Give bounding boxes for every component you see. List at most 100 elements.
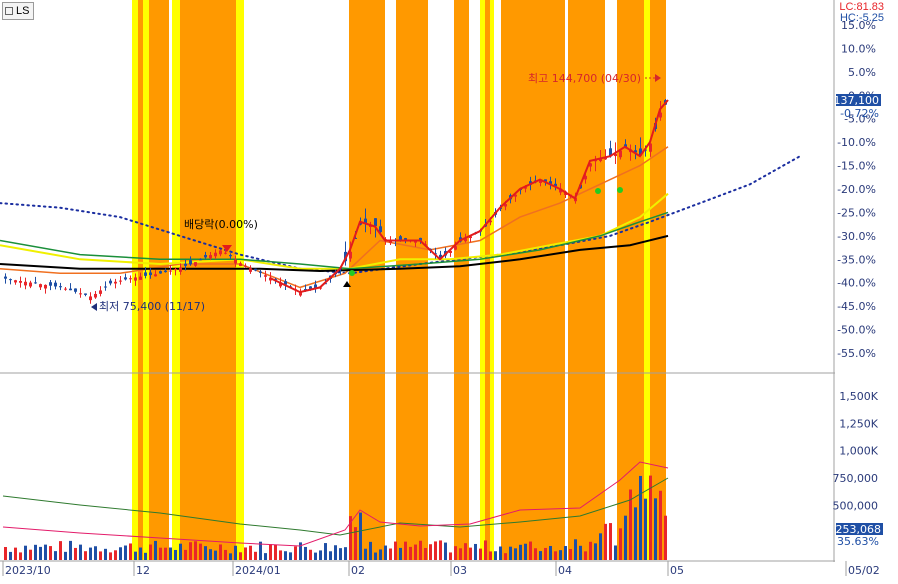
volume-bar	[504, 553, 507, 560]
candle-body	[324, 283, 327, 285]
price-axis-label: -30.0%	[837, 230, 876, 243]
candle-body	[239, 263, 242, 266]
volume-ma-short	[2, 461, 669, 547]
volume-bar	[649, 475, 652, 560]
volume-bar	[609, 523, 612, 560]
volume-bar	[269, 544, 272, 560]
candle-body	[374, 218, 377, 227]
candle-body	[19, 280, 22, 283]
price-axis-label: 15.0%	[841, 19, 876, 32]
candle-body	[399, 236, 402, 241]
hc-indicator: HC:-5.25	[839, 12, 884, 24]
volume-bar	[309, 549, 312, 560]
candle-body	[469, 236, 472, 239]
moving-average-ma5	[269, 99, 669, 294]
volume-bar	[164, 547, 167, 560]
candle-body	[139, 276, 142, 280]
candle-body	[249, 268, 252, 272]
volume-bar	[639, 475, 642, 560]
volume-bar	[139, 547, 142, 560]
price-axis-label: -25.0%	[837, 206, 876, 219]
volume-bar	[319, 550, 322, 560]
candle-body	[29, 282, 32, 287]
volume-axis-label: 1,500K	[839, 390, 878, 403]
volume-bar	[304, 546, 307, 560]
symbol-tag[interactable]: LS	[2, 2, 35, 20]
volume-bar	[574, 539, 577, 560]
xaxis-label: 12	[136, 564, 150, 577]
candle-body	[189, 260, 192, 265]
volume-bar	[459, 548, 462, 560]
volume-bar	[564, 546, 567, 560]
candle-body	[94, 293, 97, 298]
candle-body	[559, 188, 562, 193]
lc-indicator: LC:81.83	[839, 1, 884, 13]
volume-bar	[324, 543, 327, 560]
volume-bar	[64, 551, 67, 560]
volume-bar	[379, 549, 382, 560]
volume-bar	[254, 551, 257, 560]
volume-bar	[174, 549, 177, 560]
volume-bar	[44, 544, 47, 560]
volume-bar	[569, 548, 572, 560]
moving-average-ma60	[0, 211, 669, 270]
volume-bar	[264, 553, 267, 560]
candle-body	[179, 267, 182, 272]
xaxis-label: 04	[558, 564, 572, 577]
candle-body	[549, 181, 552, 184]
volume-bar	[69, 540, 72, 560]
volume-bar	[289, 552, 292, 560]
volume-bar	[54, 551, 57, 560]
volume-bar	[189, 542, 192, 560]
volume-bar	[114, 550, 117, 560]
candle-body	[214, 252, 217, 257]
volume-bar	[404, 541, 407, 560]
candle-body	[244, 265, 247, 267]
volume-ma-long	[2, 477, 669, 536]
candle-body	[174, 268, 177, 271]
candle-body	[124, 277, 127, 280]
highlight-band-17	[650, 0, 666, 560]
volume-bar	[154, 540, 157, 560]
candle-body	[639, 148, 642, 156]
candle-body	[354, 237, 357, 239]
current-volume-box	[836, 523, 883, 535]
candle-body	[89, 296, 92, 301]
volume-bar	[49, 546, 52, 560]
volume-bar	[214, 550, 217, 560]
candle-body	[589, 163, 592, 167]
volume-bar	[34, 544, 37, 560]
volume-bar	[659, 490, 662, 560]
candle-body	[454, 246, 457, 250]
volume-bar	[149, 544, 152, 560]
xaxis-label: 2024/01	[235, 564, 281, 577]
volume-bar	[434, 541, 437, 560]
volume-bar	[539, 551, 542, 560]
candle-body	[154, 274, 157, 277]
volume-bar	[194, 541, 197, 560]
candle-body	[464, 238, 467, 242]
volume-bar	[509, 546, 512, 560]
volume-bar	[369, 541, 372, 560]
volume-bar	[544, 547, 547, 560]
candle-body	[39, 284, 42, 288]
volume-bar	[199, 543, 202, 560]
current-pct-label: -0.72%	[840, 107, 879, 120]
candle-body	[104, 286, 107, 288]
volume-bar	[9, 551, 12, 560]
dividend-marker	[222, 245, 232, 252]
volume-bar	[119, 547, 122, 560]
volume-bar	[549, 545, 552, 560]
volume-bar	[364, 548, 367, 560]
candle-body	[69, 288, 72, 291]
candle-body	[259, 271, 262, 273]
candle-body	[309, 286, 312, 290]
volume-bar	[599, 533, 602, 560]
candle-body	[659, 112, 662, 118]
current-price-label: 137,100	[834, 94, 880, 107]
volume-bar	[14, 547, 17, 560]
candle-body	[209, 255, 212, 259]
volume-bar	[529, 541, 532, 560]
volume-bar	[4, 547, 7, 560]
